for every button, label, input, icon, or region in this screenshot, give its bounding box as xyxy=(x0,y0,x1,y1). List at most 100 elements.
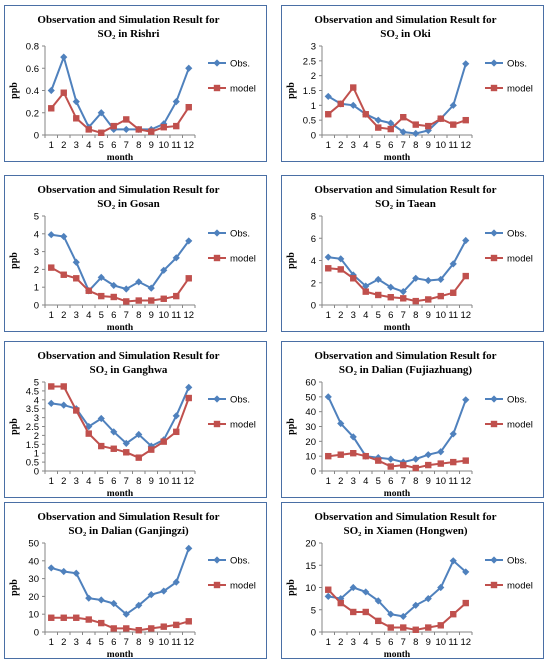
model-data-point xyxy=(450,458,457,466)
y-tick-label: 0.2 xyxy=(26,108,39,119)
chart-title-line1: Observation and Simulation Result for xyxy=(37,350,219,362)
y-tick-label: 0 xyxy=(311,301,316,312)
model-data-point xyxy=(425,624,432,631)
model-data-point xyxy=(185,275,192,282)
x-tick-label: 11 xyxy=(171,140,181,151)
model-data-point xyxy=(400,114,407,121)
x-tick-label: 12 xyxy=(460,310,471,321)
y-tick-label: 5 xyxy=(311,605,316,616)
y-tick-label: 4 xyxy=(311,256,316,267)
model-data-point xyxy=(135,297,142,304)
x-tick-label: 12 xyxy=(183,637,194,648)
legend-model-label: model xyxy=(230,84,256,95)
chart-title-line1: Observation and Simulation Result for xyxy=(314,14,496,26)
model-data-point xyxy=(387,463,394,470)
model-data-point xyxy=(185,103,192,111)
obs-data-point xyxy=(412,274,420,282)
chart-title-line2: SO₂ in Taean xyxy=(375,198,436,210)
chart-panel-2: Observation and Simulation Result for SO₂… xyxy=(281,5,544,163)
chart-title-line1: Observation and Simulation Result for xyxy=(37,184,219,196)
y-tick-label: 30 xyxy=(28,574,39,585)
obs-data-point xyxy=(324,592,332,600)
model-data-point xyxy=(350,450,357,457)
model-data-point xyxy=(437,292,444,300)
x-tick-label: 3 xyxy=(351,140,356,151)
chart-title-line1: Observation and Simulation Result for xyxy=(314,511,496,523)
model-data-point xyxy=(425,461,432,469)
legend-obs-label: Obs. xyxy=(230,229,250,240)
x-tick-label: 4 xyxy=(363,476,368,487)
y-tick-label: 50 xyxy=(305,392,316,403)
legend-obs: Obs. xyxy=(485,556,527,567)
obs-series-line xyxy=(50,53,190,131)
x-tick-label: 2 xyxy=(338,310,343,321)
model-data-point xyxy=(387,294,394,301)
model-data-point xyxy=(437,115,444,122)
x-tick-label: 2 xyxy=(338,476,343,487)
model-data-point xyxy=(110,293,117,301)
obs-data-point xyxy=(437,275,445,284)
obs-data-point xyxy=(437,448,445,456)
model-data-point xyxy=(375,124,382,131)
y-tick-label: 20 xyxy=(28,592,39,603)
model-data-point xyxy=(60,383,67,390)
y-tick-label: 1 xyxy=(34,449,39,460)
obs-data-point xyxy=(399,128,407,136)
obs-data-point xyxy=(185,383,193,391)
model-data-point xyxy=(98,442,105,450)
obs-data-point xyxy=(97,596,105,604)
obs-data-point xyxy=(97,273,105,282)
y-tick-label: 5 xyxy=(34,212,39,223)
x-tick-label: 9 xyxy=(149,476,154,487)
x-tick-label: 7 xyxy=(124,310,129,321)
obs-data-point xyxy=(449,260,457,268)
x-tick-label: 12 xyxy=(183,310,194,321)
obs-data-point xyxy=(424,595,432,603)
x-tick-label: 2 xyxy=(338,140,343,151)
model-data-point xyxy=(462,116,469,124)
x-tick-label: 4 xyxy=(86,140,91,151)
model-data-point xyxy=(375,457,382,464)
legend-model: model xyxy=(208,581,256,592)
x-tick-label: 5 xyxy=(99,140,104,151)
x-tick-label: 6 xyxy=(111,140,116,151)
x-tick-label: 6 xyxy=(111,310,116,321)
obs-data-point xyxy=(97,414,105,423)
obs-data-point xyxy=(349,583,357,592)
legend-model-label: model xyxy=(230,581,256,592)
x-tick-label: 10 xyxy=(435,637,446,648)
x-tick-label: 1 xyxy=(326,476,331,487)
model-data-point xyxy=(375,291,382,299)
y-tick-label: 20 xyxy=(305,539,316,550)
x-tick-label: 8 xyxy=(413,310,418,321)
obs-data-point xyxy=(324,92,332,101)
model-data-point xyxy=(425,296,432,303)
x-tick-label: 3 xyxy=(351,476,356,487)
x-tick-label: 1 xyxy=(326,637,331,648)
x-tick-label: 10 xyxy=(435,140,446,151)
chart-title-line2: SO₂ in Dalian (Fujiazhuang) xyxy=(339,364,473,376)
x-axis-label: month xyxy=(384,323,411,333)
y-tick-label: 0.5 xyxy=(303,116,316,127)
obs-data-point xyxy=(449,101,457,109)
chart-svg: Observation and Simulation Result for SO₂… xyxy=(286,14,533,163)
x-tick-label: 4 xyxy=(86,310,91,321)
y-tick-label: 0 xyxy=(34,131,39,142)
x-tick-label: 10 xyxy=(158,637,169,648)
model-data-point xyxy=(110,122,117,130)
model-data-point xyxy=(60,89,67,96)
model-data-point xyxy=(387,624,394,631)
obs-data-point xyxy=(160,587,168,595)
model-data-point xyxy=(400,461,407,469)
obs-data-point xyxy=(462,396,470,404)
x-tick-label: 1 xyxy=(49,476,54,487)
x-axis-label: month xyxy=(107,489,134,499)
legend-obs-label: Obs. xyxy=(230,395,250,406)
model-data-point xyxy=(160,124,167,131)
obs-series-line xyxy=(51,547,190,616)
x-tick-label: 8 xyxy=(136,476,141,487)
x-tick-label: 6 xyxy=(388,140,393,151)
x-tick-label: 3 xyxy=(351,310,356,321)
model-data-point xyxy=(350,608,357,616)
legend-obs: Obs. xyxy=(208,556,250,567)
